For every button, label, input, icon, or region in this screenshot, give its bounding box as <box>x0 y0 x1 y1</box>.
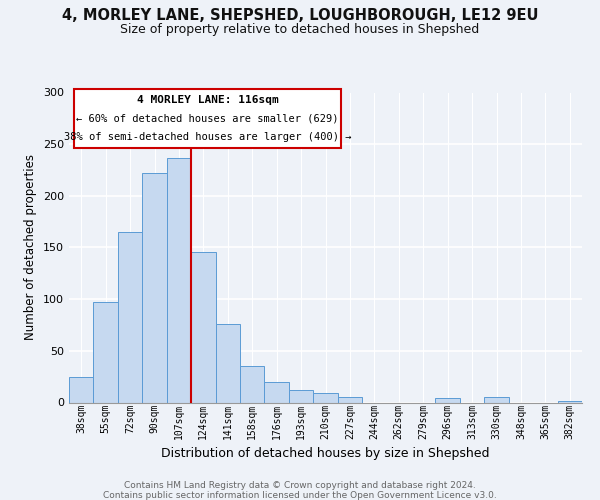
Bar <box>191 252 215 402</box>
Text: Size of property relative to detached houses in Shepshed: Size of property relative to detached ho… <box>121 22 479 36</box>
Text: 4 MORLEY LANE: 116sqm: 4 MORLEY LANE: 116sqm <box>137 95 278 105</box>
Bar <box>215 324 240 402</box>
Bar <box>240 366 265 402</box>
Y-axis label: Number of detached properties: Number of detached properties <box>25 154 37 340</box>
Bar <box>338 398 362 402</box>
Text: Contains public sector information licensed under the Open Government Licence v3: Contains public sector information licen… <box>103 491 497 500</box>
Text: 38% of semi-detached houses are larger (400) →: 38% of semi-detached houses are larger (… <box>64 132 351 141</box>
Text: 4, MORLEY LANE, SHEPSHED, LOUGHBOROUGH, LE12 9EU: 4, MORLEY LANE, SHEPSHED, LOUGHBOROUGH, … <box>62 8 538 22</box>
Text: ← 60% of detached houses are smaller (629): ← 60% of detached houses are smaller (62… <box>76 114 339 124</box>
FancyBboxPatch shape <box>74 90 341 148</box>
Bar <box>167 158 191 402</box>
Bar <box>94 302 118 402</box>
Text: Contains HM Land Registry data © Crown copyright and database right 2024.: Contains HM Land Registry data © Crown c… <box>124 481 476 490</box>
Bar <box>289 390 313 402</box>
Bar <box>142 173 167 402</box>
Bar <box>436 398 460 402</box>
Bar <box>313 393 338 402</box>
Bar <box>484 398 509 402</box>
X-axis label: Distribution of detached houses by size in Shepshed: Distribution of detached houses by size … <box>161 448 490 460</box>
Bar <box>118 232 142 402</box>
Bar <box>69 376 94 402</box>
Bar <box>265 382 289 402</box>
